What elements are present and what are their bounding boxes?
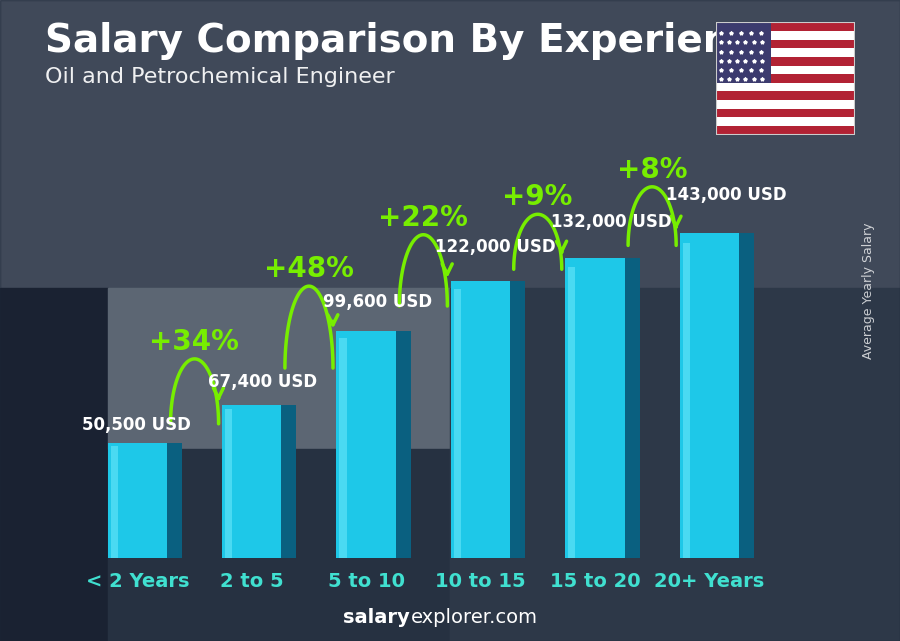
Text: 99,600 USD: 99,600 USD	[323, 293, 432, 311]
Text: 122,000 USD: 122,000 USD	[435, 238, 555, 256]
Bar	[716, 48, 855, 57]
Polygon shape	[454, 289, 461, 558]
Bar	[716, 40, 855, 48]
Polygon shape	[282, 404, 296, 558]
Polygon shape	[167, 443, 182, 558]
Polygon shape	[565, 258, 625, 558]
Text: +34%: +34%	[149, 328, 239, 356]
Text: Salary Comparison By Experience: Salary Comparison By Experience	[45, 22, 779, 60]
Text: 67,400 USD: 67,400 USD	[208, 373, 318, 391]
Bar	[108, 449, 450, 641]
Text: explorer.com: explorer.com	[411, 608, 538, 627]
Text: 132,000 USD: 132,000 USD	[552, 213, 672, 231]
Polygon shape	[680, 233, 739, 558]
Text: +48%: +48%	[264, 255, 354, 283]
Text: 143,000 USD: 143,000 USD	[666, 186, 787, 204]
Polygon shape	[739, 233, 754, 558]
Text: +8%: +8%	[616, 156, 687, 183]
Bar	[0, 288, 108, 641]
Bar	[716, 92, 855, 100]
Polygon shape	[337, 331, 396, 558]
Bar	[716, 83, 855, 92]
Polygon shape	[108, 443, 167, 558]
Bar	[716, 100, 855, 109]
Polygon shape	[625, 258, 640, 558]
Polygon shape	[339, 338, 346, 558]
Text: +9%: +9%	[502, 183, 572, 211]
Text: 50,500 USD: 50,500 USD	[83, 416, 192, 434]
Polygon shape	[682, 243, 689, 558]
Text: Average Yearly Salary: Average Yearly Salary	[862, 222, 875, 359]
Polygon shape	[111, 446, 118, 558]
Bar	[716, 65, 855, 74]
Text: Oil and Petrochemical Engineer: Oil and Petrochemical Engineer	[45, 67, 395, 87]
Polygon shape	[225, 409, 232, 558]
Text: +22%: +22%	[378, 204, 468, 231]
Polygon shape	[396, 331, 410, 558]
Bar	[716, 109, 855, 117]
Bar	[716, 22, 771, 83]
Polygon shape	[222, 404, 282, 558]
Bar	[716, 74, 855, 83]
Bar	[716, 126, 855, 135]
Polygon shape	[451, 281, 510, 558]
Bar	[716, 22, 855, 31]
Polygon shape	[510, 281, 526, 558]
Text: salary: salary	[343, 608, 410, 627]
Bar	[716, 31, 855, 40]
Bar	[716, 57, 855, 65]
Bar	[716, 117, 855, 126]
Bar	[450, 288, 900, 641]
Polygon shape	[568, 267, 575, 558]
Bar	[108, 288, 450, 449]
Bar	[0, 0, 900, 288]
